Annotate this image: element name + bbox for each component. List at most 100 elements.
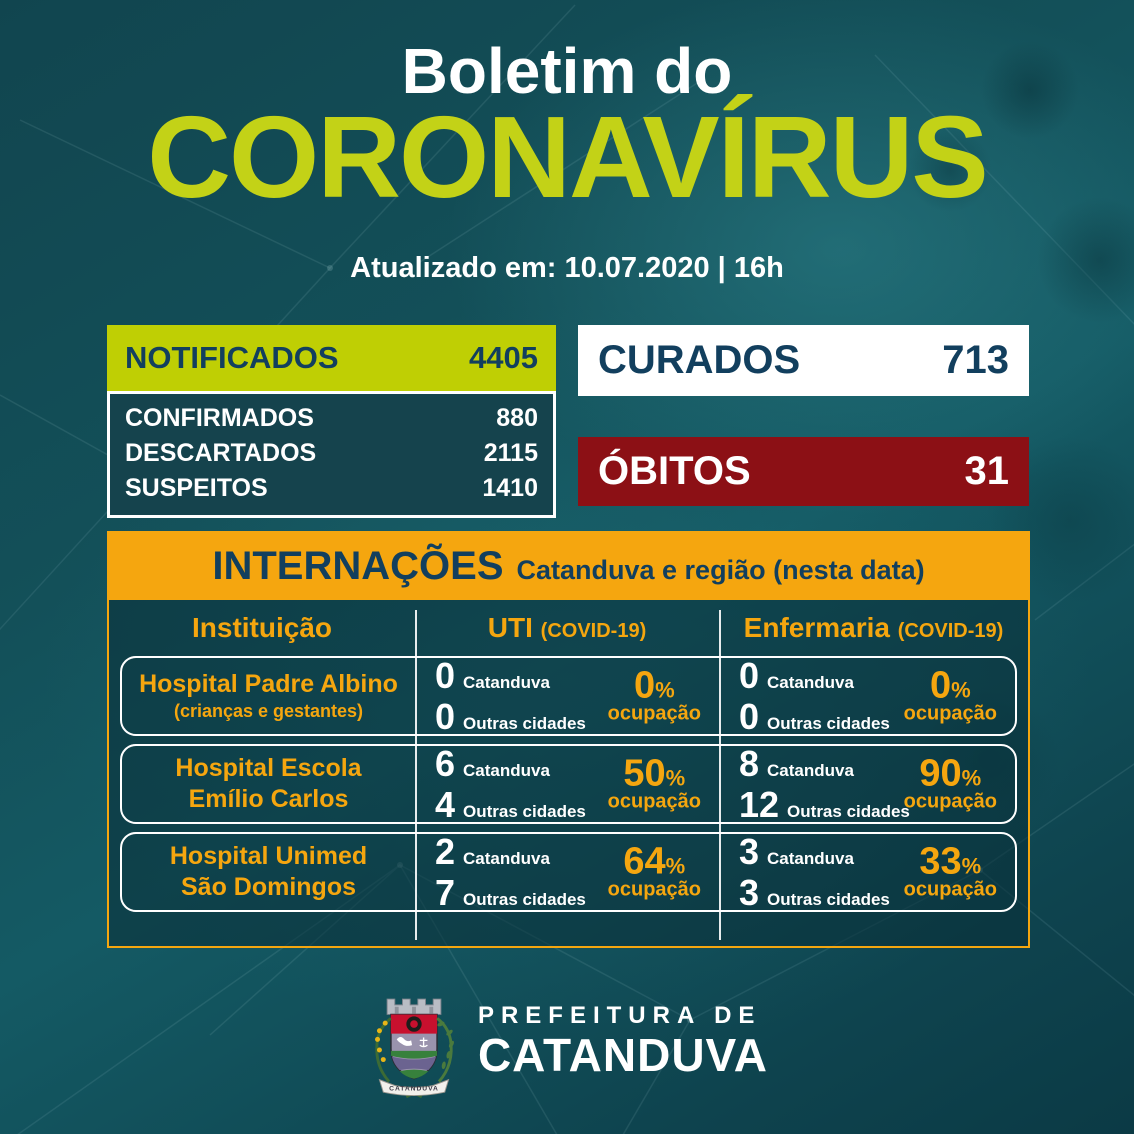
column-divider xyxy=(415,610,417,940)
notified-label: NOTIFICADOS xyxy=(125,340,339,375)
enfermaria-cell: 8 Catanduva 12 Outras cidades 90% ocupação xyxy=(719,745,1015,825)
bulletin-title-line2: CORONAVÍRUS xyxy=(147,92,988,222)
hospitalizations-table: INTERNAÇÕES Catanduva e região (nesta da… xyxy=(107,531,1030,948)
catanduva-label: Catanduva xyxy=(767,672,854,692)
enfermaria-other-cities-count: 12 xyxy=(739,783,780,825)
hospital-name: Hospital Padre Albino xyxy=(139,670,398,699)
enfermaria-occupancy: 33% ocupação xyxy=(904,843,997,902)
hospital-name: Hospital Escola xyxy=(175,753,362,782)
hospitalizations-header: INTERNAÇÕES Catanduva e região (nesta da… xyxy=(109,533,1028,600)
uti-other-cities-count: 4 xyxy=(435,783,456,825)
table-column-headers: Instituição UTI (COVID-19) Enfermaria (C… xyxy=(109,600,1028,656)
crest-ribbon: CATANDUVA xyxy=(378,1078,450,1097)
occupancy-label: ocupação xyxy=(903,702,997,725)
percent-symbol: % xyxy=(961,765,982,791)
notified-value: 4405 xyxy=(469,340,538,375)
other-cities-label: Outras cidades xyxy=(463,713,586,733)
suspected-label: SUSPEITOS xyxy=(125,474,268,502)
hospitalizations-title: INTERNAÇÕES xyxy=(212,544,504,588)
uti-cell: 0 Catanduva 0 Outras cidades 0% ocupação xyxy=(415,657,719,737)
occupancy-label: ocupação xyxy=(607,702,701,725)
uti-label: UTI xyxy=(487,612,533,643)
suspected-value: 1410 xyxy=(482,474,538,502)
enfermaria-cell: 0 Catanduva 0 Outras cidades 0% ocupação xyxy=(719,654,1015,737)
enfermaria-cell: 3 Catanduva 3 Outras cidades 33% ocupação xyxy=(719,830,1015,913)
occupancy-value: 33 xyxy=(919,840,962,883)
hospital-row-padre-albino: Hospital Padre Albino (crianças e gestan… xyxy=(120,656,1017,736)
enfermaria-occupancy: 0% ocupação xyxy=(904,667,997,726)
enfermaria-catanduva-count: 3 xyxy=(739,830,760,872)
recovered-value: 713 xyxy=(942,338,1009,382)
uti-occupancy: 64% ocupação xyxy=(608,843,701,902)
org-line2: CATANDUVA xyxy=(477,1029,769,1081)
hospitalizations-subtitle: Catanduva e região (nesta data) xyxy=(516,555,925,585)
other-cities-label: Outras cidades xyxy=(787,801,910,821)
enfermaria-covid-label: (COVID-19) xyxy=(897,620,1004,642)
occupancy-label: ocupação xyxy=(903,878,997,901)
catanduva-coat-of-arms: CATANDUVA xyxy=(374,998,454,1099)
institution-cell: Hospital Escola Emílio Carlos xyxy=(122,746,415,822)
enfermaria-label: Enfermaria xyxy=(743,612,890,643)
deaths-label: ÓBITOS xyxy=(598,449,751,493)
column-header-uti: UTI (COVID-19) xyxy=(415,612,719,644)
percent-symbol: % xyxy=(951,677,971,703)
hospital-name: Emílio Carlos xyxy=(188,785,349,813)
org-line1: PREFEITURA DE xyxy=(477,1002,762,1029)
column-header-institution: Instituição xyxy=(191,612,332,643)
mural-crown-icon xyxy=(386,998,442,1015)
uti-covid-label: (COVID-19) xyxy=(540,620,647,642)
deaths-stats-box: ÓBITOS 31 xyxy=(578,437,1029,506)
enfermaria-catanduva-count: 0 xyxy=(739,654,760,696)
percent-symbol: % xyxy=(655,677,675,703)
uti-cell: 6 Catanduva 4 Outras cidades 50% ocupação xyxy=(415,742,719,825)
uti-cell: 2 Catanduva 7 Outras cidades 64% ocupação xyxy=(415,830,719,913)
occupancy-value: 0 xyxy=(929,664,952,707)
hospital-name: Hospital Unimed xyxy=(169,841,368,870)
discarded-row: DESCARTADOS 2115 xyxy=(125,436,538,471)
catanduva-label: Catanduva xyxy=(463,672,550,692)
confirmed-value: 880 xyxy=(496,404,538,432)
uti-occupancy: 50% ocupação xyxy=(608,755,701,814)
institution-cell: Hospital Unimed São Domingos xyxy=(122,834,415,910)
uti-other-cities-count: 0 xyxy=(435,695,456,737)
percent-symbol: % xyxy=(665,765,686,791)
percent-symbol: % xyxy=(665,853,686,879)
occupancy-label: ocupação xyxy=(903,790,997,813)
recovered-stats-box: CURADOS 713 xyxy=(578,325,1029,396)
catanduva-label: Catanduva xyxy=(767,760,854,780)
column-header-enfermaria: Enfermaria (COVID-19) xyxy=(719,612,1028,644)
shield-icon xyxy=(390,1013,438,1080)
confirmed-label: CONFIRMADOS xyxy=(125,404,314,432)
occupancy-value: 64 xyxy=(623,840,666,883)
recovered-label: CURADOS xyxy=(598,338,801,382)
catanduva-label: Catanduva xyxy=(463,760,550,780)
occupancy-label: ocupação xyxy=(607,790,701,813)
bulletin-title-line1: Boletim do xyxy=(401,35,733,107)
enfermaria-other-cities-count: 0 xyxy=(739,695,760,737)
suspected-row: SUSPEITOS 1410 xyxy=(125,471,538,506)
enfermaria-occupancy: 90% ocupação xyxy=(904,755,997,814)
occupancy-value: 0 xyxy=(633,664,656,707)
column-divider xyxy=(719,610,721,940)
notified-breakdown: CONFIRMADOS 880 DESCARTADOS 2115 SUSPEIT… xyxy=(107,391,556,518)
hospital-name-note: (crianças e gestantes) xyxy=(173,701,364,722)
uti-catanduva-count: 6 xyxy=(435,742,456,784)
other-cities-label: Outras cidades xyxy=(463,801,586,821)
occupancy-value: 90 xyxy=(919,752,962,795)
uti-occupancy: 0% ocupação xyxy=(608,667,701,726)
other-cities-label: Outras cidades xyxy=(767,889,890,909)
enfermaria-other-cities-count: 3 xyxy=(739,871,760,913)
occupancy-value: 50 xyxy=(623,752,666,795)
institution-cell: Hospital Padre Albino (crianças e gestan… xyxy=(122,658,415,734)
hospital-row-emilio-carlos: Hospital Escola Emílio Carlos 6 Catanduva… xyxy=(120,744,1017,824)
confirmed-row: CONFIRMADOS 880 xyxy=(125,401,538,436)
hospital-row-unimed: Hospital Unimed São Domingos 2 Catanduva … xyxy=(120,832,1017,912)
footer: CATANDUVA PREFEITURA DE CATANDUVA xyxy=(0,988,1134,1110)
discarded-value: 2115 xyxy=(483,439,538,467)
notified-stats-box: NOTIFICADOS 4405 CONFIRMADOS 880 DESCART… xyxy=(107,325,556,518)
uti-catanduva-count: 2 xyxy=(435,830,456,872)
occupancy-label: ocupação xyxy=(607,878,701,901)
catanduva-label: Catanduva xyxy=(767,848,854,868)
uti-other-cities-count: 7 xyxy=(435,871,456,913)
